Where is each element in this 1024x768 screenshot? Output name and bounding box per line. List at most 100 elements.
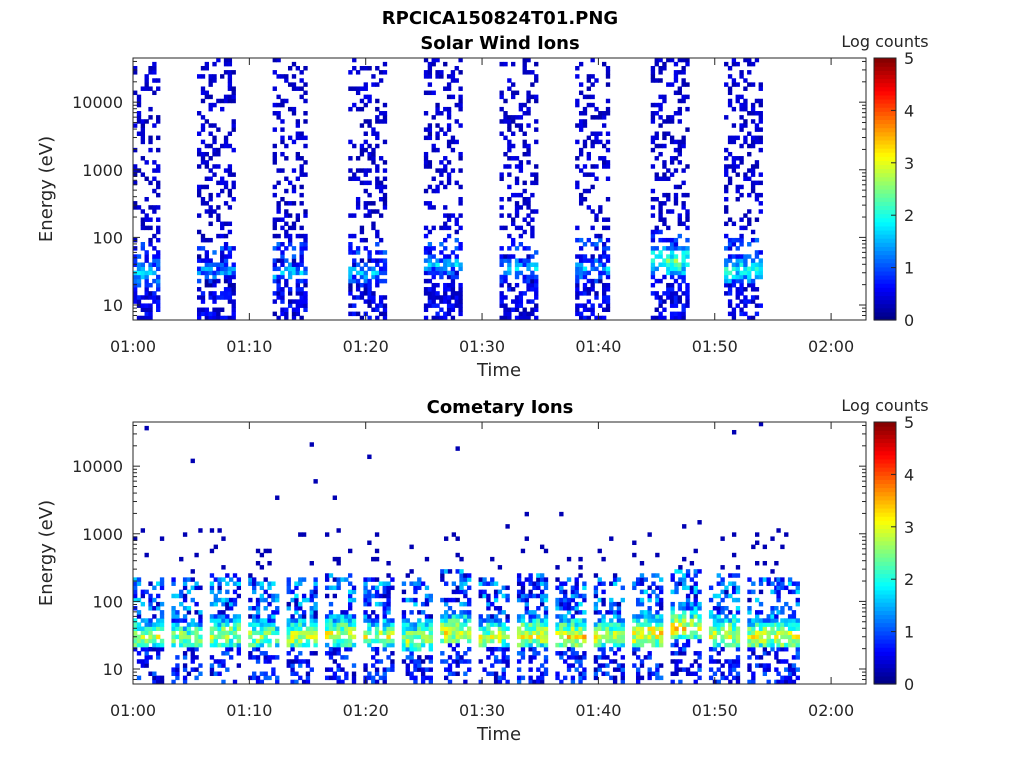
- spectrogram-cell: [455, 634, 460, 640]
- spectrogram-cell: [209, 630, 215, 636]
- spectrogram-cell: [378, 638, 384, 644]
- spectrogram-cell: [140, 295, 146, 300]
- spectrogram-cell: [196, 131, 202, 136]
- spectrogram-cell: [204, 90, 210, 96]
- spectrogram-cell: [747, 254, 752, 259]
- spectrogram-cell: [367, 614, 372, 619]
- spectrogram-cell: [708, 610, 714, 615]
- spectrogram-cell: [559, 622, 564, 627]
- spectrogram-cell: [382, 262, 388, 267]
- spectrogram-cell: [685, 593, 691, 599]
- spectrogram-cell: [651, 618, 656, 623]
- spectrogram-cell: [727, 258, 733, 263]
- spectrogram-cell: [271, 626, 276, 631]
- spectrogram-cell: [386, 573, 391, 578]
- spectrogram-cell: [590, 278, 595, 284]
- spectrogram-cell: [659, 577, 664, 582]
- spectrogram-cell: [616, 630, 622, 636]
- spectrogram-cell: [303, 111, 308, 116]
- spectrogram-cell: [582, 164, 588, 169]
- spectrogram-cell: [144, 270, 149, 276]
- spectrogram-cell: [231, 86, 236, 91]
- spectrogram-cell: [650, 229, 656, 235]
- spectrogram-cell: [359, 143, 365, 149]
- spectrogram-cell: [735, 278, 740, 284]
- spectrogram-cell: [428, 618, 433, 623]
- spectrogram-cell: [140, 307, 146, 313]
- spectrogram-cell: [148, 638, 153, 644]
- spectrogram-cell: [647, 593, 652, 599]
- spectrogram-cell: [582, 188, 588, 194]
- spectrogram-cell: [673, 295, 679, 300]
- spectrogram-cell: [424, 585, 430, 591]
- spectrogram-cell: [787, 614, 793, 619]
- spectrogram-cell: [200, 311, 206, 317]
- spectrogram-cell: [359, 270, 365, 276]
- spectrogram-cell: [499, 262, 504, 267]
- spectrogram-cell: [590, 57, 595, 63]
- spectrogram-cell: [371, 638, 376, 644]
- spectrogram-cell: [724, 278, 729, 284]
- spectrogram-cell: [390, 642, 395, 648]
- spectrogram-cell: [136, 282, 142, 288]
- spectrogram-cell: [514, 266, 520, 272]
- spectrogram-cell: [217, 663, 222, 668]
- spectrogram-cell: [787, 606, 793, 611]
- spectrogram-cell: [503, 119, 508, 124]
- spectrogram-cell: [363, 634, 368, 640]
- spectrogram-cell: [724, 282, 729, 288]
- spectrogram-cell: [298, 622, 303, 627]
- spectrogram-cell: [594, 115, 599, 120]
- spectrogram-cell: [136, 675, 142, 681]
- spectrogram-cell: [227, 287, 233, 292]
- spectrogram-cell: [543, 638, 549, 644]
- spectrogram-cell: [340, 642, 345, 648]
- spectrogram-cell: [791, 618, 797, 623]
- spectrogram-cell: [632, 630, 637, 636]
- spectrogram-cell: [413, 642, 418, 648]
- spectrogram-cell: [650, 111, 656, 116]
- spectrogram-cell: [290, 597, 295, 603]
- spectrogram-cell: [443, 262, 448, 267]
- spectrogram-cell: [712, 659, 718, 664]
- spectrogram-cell: [609, 646, 614, 652]
- spectrogram-cell: [669, 156, 675, 161]
- spectrogram-cell: [522, 246, 527, 251]
- spectrogram-cell: [458, 311, 463, 317]
- spectrogram-cell: [586, 135, 591, 141]
- spectrogram-cell: [750, 287, 756, 292]
- spectrogram-cell: [133, 630, 138, 636]
- spectrogram-cell: [227, 270, 233, 276]
- spectrogram-cell: [643, 655, 648, 660]
- spectrogram-cell: [286, 577, 291, 582]
- spectrogram-cell: [271, 667, 276, 672]
- spectrogram-cell: [563, 597, 568, 603]
- spectrogram-cell: [658, 299, 663, 304]
- spectrogram-cell: [566, 556, 572, 562]
- spectrogram-cell: [526, 299, 531, 304]
- spectrogram-cell: [674, 638, 679, 644]
- spectrogram-cell: [454, 102, 459, 108]
- spectrogram-cell: [612, 642, 618, 648]
- spectrogram-cell: [566, 663, 572, 668]
- spectrogram-cell: [751, 642, 756, 648]
- spectrogram-cell: [650, 291, 656, 296]
- spectrogram-cell: [382, 638, 387, 644]
- spectrogram-cell: [493, 646, 499, 652]
- spectrogram-cell: [232, 630, 238, 636]
- spectrogram-cell: [332, 495, 337, 500]
- spectrogram-cell: [444, 597, 449, 603]
- spectrogram-cell: [217, 626, 222, 631]
- spectrogram-cell: [417, 626, 422, 631]
- spectrogram-cell: [563, 622, 568, 627]
- spectrogram-cell: [303, 233, 308, 239]
- spectrogram-cell: [731, 663, 737, 668]
- spectrogram-cell: [363, 663, 368, 668]
- spectrogram-cell: [612, 667, 618, 672]
- spectrogram-cell: [620, 667, 625, 672]
- spectrogram-cell: [528, 593, 533, 599]
- spectrogram-cell: [159, 675, 165, 681]
- spectrogram-cell: [451, 622, 457, 627]
- spectrogram-cell: [352, 176, 357, 182]
- spectrogram-cell: [662, 217, 667, 222]
